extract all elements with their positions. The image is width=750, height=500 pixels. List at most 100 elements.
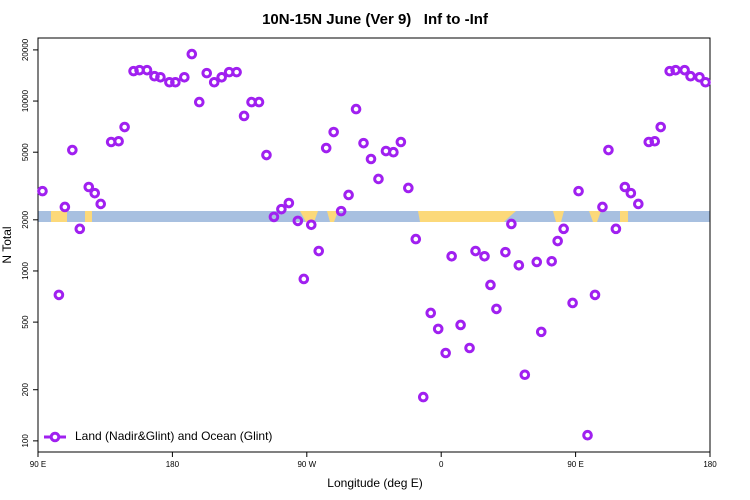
plot-frame [37,37,711,453]
data-point [388,146,399,158]
data-point [83,181,95,193]
data-point [506,218,517,230]
data-point [373,173,384,185]
data-point [410,233,422,245]
data-point [164,76,175,88]
data-point [201,67,213,79]
data-point [573,185,584,197]
data-point [179,71,190,83]
data-point [519,369,531,381]
data-point [513,259,525,271]
land-patch [300,211,318,222]
data-point [186,48,198,60]
y-tick-label: 100 [21,434,30,448]
data-point [589,289,601,301]
y-tick-label: 500 [21,315,30,329]
data-point [440,347,451,359]
data-point [193,96,205,108]
data-point [395,136,407,148]
land-patch [327,211,338,222]
data-point [464,342,475,354]
data-point [365,153,377,165]
data-point [292,215,304,227]
land-patch [85,211,92,222]
land-patch [51,211,67,222]
data-point [358,137,369,149]
data-point [119,121,130,133]
y-tick-label: 200 [21,383,30,397]
data-point [619,181,631,193]
x-axis-label: Longitude (deg E) [327,476,422,490]
data-point [425,307,437,319]
chart-title: 10N-15N June (Ver 9) Inf to -Inf [262,11,489,28]
data-point [446,250,457,262]
data-point [535,326,547,338]
y-tick-label: 5000 [21,143,30,161]
y-tick-label: 2000 [21,210,30,228]
y-tick-label: 20000 [21,38,30,61]
x-tick-label: 90 E [567,460,583,469]
data-point [597,201,608,213]
x-tick-label: 180 [703,460,717,469]
data-point [350,103,362,115]
data-point [485,279,496,291]
data-point [455,319,466,331]
data-point [546,255,558,267]
data-point [283,197,295,209]
data-point [643,136,655,148]
data-point [231,66,242,78]
data-point [37,185,48,197]
data-point [155,71,166,83]
data-point [74,223,86,235]
y-tick-label: 1000 [21,262,30,280]
data-point [558,223,569,235]
data-point [320,142,332,154]
land-patch [589,211,601,222]
data-point [53,289,65,301]
data-point [610,223,622,235]
data-point [625,187,637,199]
data-point [141,64,153,76]
data-point [649,135,661,147]
x-tick-label: 90 E [30,460,46,469]
x-tick-label: 90 W [297,460,316,469]
data-point [655,121,667,133]
y-axis-label: N Total [0,226,14,263]
data-point [261,149,272,161]
data-point [343,189,354,201]
data-point [491,303,502,315]
data-point [479,250,490,262]
data-point [208,76,220,88]
data-point [685,70,696,82]
data-point [238,110,250,122]
ocean-band [38,211,710,222]
data-point [603,144,614,156]
data-point [432,323,444,335]
data-point [552,235,563,247]
data-point [170,76,181,88]
x-tick-label: 0 [439,460,444,469]
data-point [403,182,414,194]
data-point [328,126,339,138]
data-point [335,205,347,217]
data-point [59,201,71,213]
data-point [89,187,101,199]
data-point [276,203,287,215]
land-patch [553,211,564,222]
data-point [67,144,78,156]
data-point [113,135,124,147]
data-point [305,219,317,231]
data-point [500,246,511,258]
data-point [679,64,690,76]
x-tick-label: 180 [166,460,180,469]
data-point [216,71,227,83]
data-point [582,429,593,441]
data-point [298,273,310,285]
data-point [417,391,429,403]
data-point [700,76,711,88]
legend-marker [49,431,61,443]
land-patch [418,211,516,222]
legend-label: Land (Nadir&Glint) and Ocean (Glint) [75,429,272,443]
data-point [531,256,543,268]
